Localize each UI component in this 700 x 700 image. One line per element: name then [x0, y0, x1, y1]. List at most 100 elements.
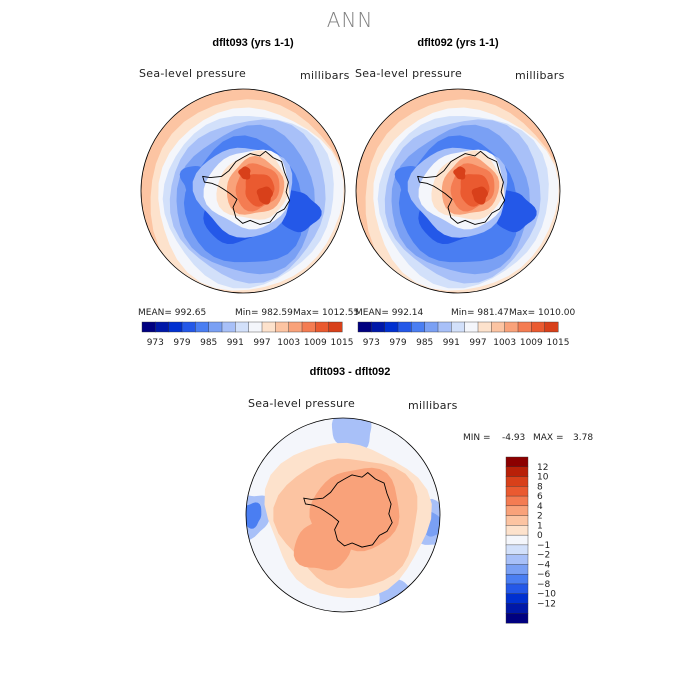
colorbar-swatch	[505, 476, 529, 487]
colorbar-tick-label: 4	[537, 502, 543, 512]
panel2-title: dflt092 (yrs 1-1)	[417, 37, 499, 49]
antarctica-coastline	[202, 150, 291, 225]
map-border	[140, 88, 346, 294]
colorbar-tick-label: 979	[173, 338, 190, 348]
colorbar-tick-label: 6	[537, 492, 543, 502]
colorbar-swatch	[155, 321, 170, 333]
colorbar-swatch	[505, 573, 529, 585]
panel2-colorbar: 973 979 985 991 997 1003 1009 1015	[357, 321, 569, 348]
colorbar-swatch	[505, 593, 529, 604]
panel2-max: Max= 1010.00	[509, 308, 576, 318]
colorbar-tick-label: 1015	[547, 338, 570, 348]
colorbar-swatch	[505, 603, 529, 614]
colorbar-swatch	[505, 534, 529, 546]
colorbar-tick-label: −12	[537, 600, 556, 610]
high-core	[256, 186, 273, 205]
panel3-units: millibars	[408, 399, 458, 412]
antarctica-coastline	[303, 472, 393, 548]
colorbar-swatch	[505, 515, 529, 526]
colorbar-tick-label: 10	[537, 473, 549, 483]
colorbar-swatch	[301, 321, 316, 333]
colorbar-swatch	[275, 321, 290, 333]
colorbar-swatch	[235, 321, 250, 333]
colorbar-tick-label: 985	[200, 338, 217, 348]
colorbar-tick-label: −8	[537, 580, 551, 590]
high-core	[238, 166, 251, 180]
colorbar-swatch	[505, 505, 529, 517]
neg-cell	[246, 502, 262, 529]
colorbar-swatch	[411, 321, 426, 333]
colorbar-swatch	[181, 321, 196, 333]
colorbar-tick-label: −2	[537, 551, 550, 561]
map-border	[245, 417, 441, 613]
colorbar-swatch	[141, 321, 156, 333]
colorbar-swatch	[464, 321, 479, 333]
colorbar-swatch	[505, 466, 529, 478]
panel3-max-label: MAX =	[533, 433, 564, 443]
colorbar-tick-label: 979	[389, 338, 406, 348]
colorbar-swatch	[208, 321, 223, 333]
colorbar-tick-label: 1003	[493, 338, 516, 348]
colorbar-swatch	[315, 321, 330, 333]
colorbar-swatch	[195, 321, 210, 333]
colorbar-swatch	[505, 486, 529, 497]
colorbar-swatch	[505, 525, 529, 536]
colorbar-swatch	[357, 321, 372, 333]
colorbar-swatch	[505, 495, 529, 507]
colorbar-tick-label: 973	[147, 338, 164, 348]
neg-cell	[331, 418, 372, 452]
colorbar-swatch	[168, 321, 183, 333]
figure-title: ANN	[326, 8, 374, 32]
panel3-min: -4.93	[502, 433, 526, 443]
map-field	[141, 89, 345, 293]
colorbar-swatch	[371, 321, 386, 333]
colorbar-swatch	[491, 321, 506, 333]
colorbar-swatch	[221, 321, 236, 333]
colorbar-tick-label: 985	[416, 338, 433, 348]
colorbar-swatch	[505, 544, 529, 556]
panel1-variable: Sea-level pressure	[139, 67, 247, 80]
map-field	[356, 89, 560, 293]
colorbar-tick-label: 1	[537, 521, 543, 531]
colorbar-swatch	[451, 321, 466, 333]
panel1-min: Min= 982.59	[235, 308, 293, 318]
colorbar-swatch	[544, 321, 559, 333]
high-core	[471, 186, 488, 205]
map-field	[246, 418, 440, 612]
colorbar-swatch	[505, 564, 529, 575]
high-core	[453, 166, 466, 180]
panel1-mean: MEAN= 992.65	[138, 308, 207, 318]
colorbar-swatch	[505, 583, 529, 595]
panel2-units: millibars	[515, 69, 565, 82]
colorbar-swatch	[531, 321, 546, 333]
panel2-mean: MEAN= 992.14	[355, 308, 424, 318]
antarctica-coastline	[417, 150, 506, 225]
colorbar-tick-label: 8	[537, 482, 543, 492]
map-border	[355, 88, 561, 294]
colorbar-swatch	[505, 554, 529, 565]
colorbar-tick-label: −6	[537, 570, 551, 580]
colorbar-swatch	[328, 321, 343, 333]
colorbar-tick-label: 12	[537, 463, 548, 473]
colorbar-tick-label: 2	[537, 512, 543, 522]
colorbar-swatch	[517, 321, 532, 333]
panel2-variable: Sea-level pressure	[355, 67, 463, 80]
colorbar-tick-label: 997	[469, 338, 486, 348]
colorbar-swatch	[424, 321, 439, 333]
panel1-title: dflt093 (yrs 1-1)	[212, 37, 294, 49]
colorbar-tick-label: 0	[537, 531, 543, 541]
colorbar-swatch	[505, 456, 529, 468]
panel3-variable: Sea-level pressure	[248, 397, 356, 410]
panel3-title: dflt093 - dflt092	[309, 366, 391, 378]
colorbar-tick-label: 1009	[304, 338, 327, 348]
panel3-polar-map	[245, 417, 441, 613]
colorbar-swatch	[248, 321, 263, 333]
panel2-polar-map	[355, 88, 561, 294]
panel1-polar-map	[140, 88, 346, 294]
colorbar-swatch	[477, 321, 492, 333]
colorbar-tick-label: −4	[537, 560, 551, 570]
colorbar-tick-label: 997	[253, 338, 270, 348]
colorbar-swatch	[384, 321, 399, 333]
panel2-min: Min= 981.47	[451, 308, 509, 318]
